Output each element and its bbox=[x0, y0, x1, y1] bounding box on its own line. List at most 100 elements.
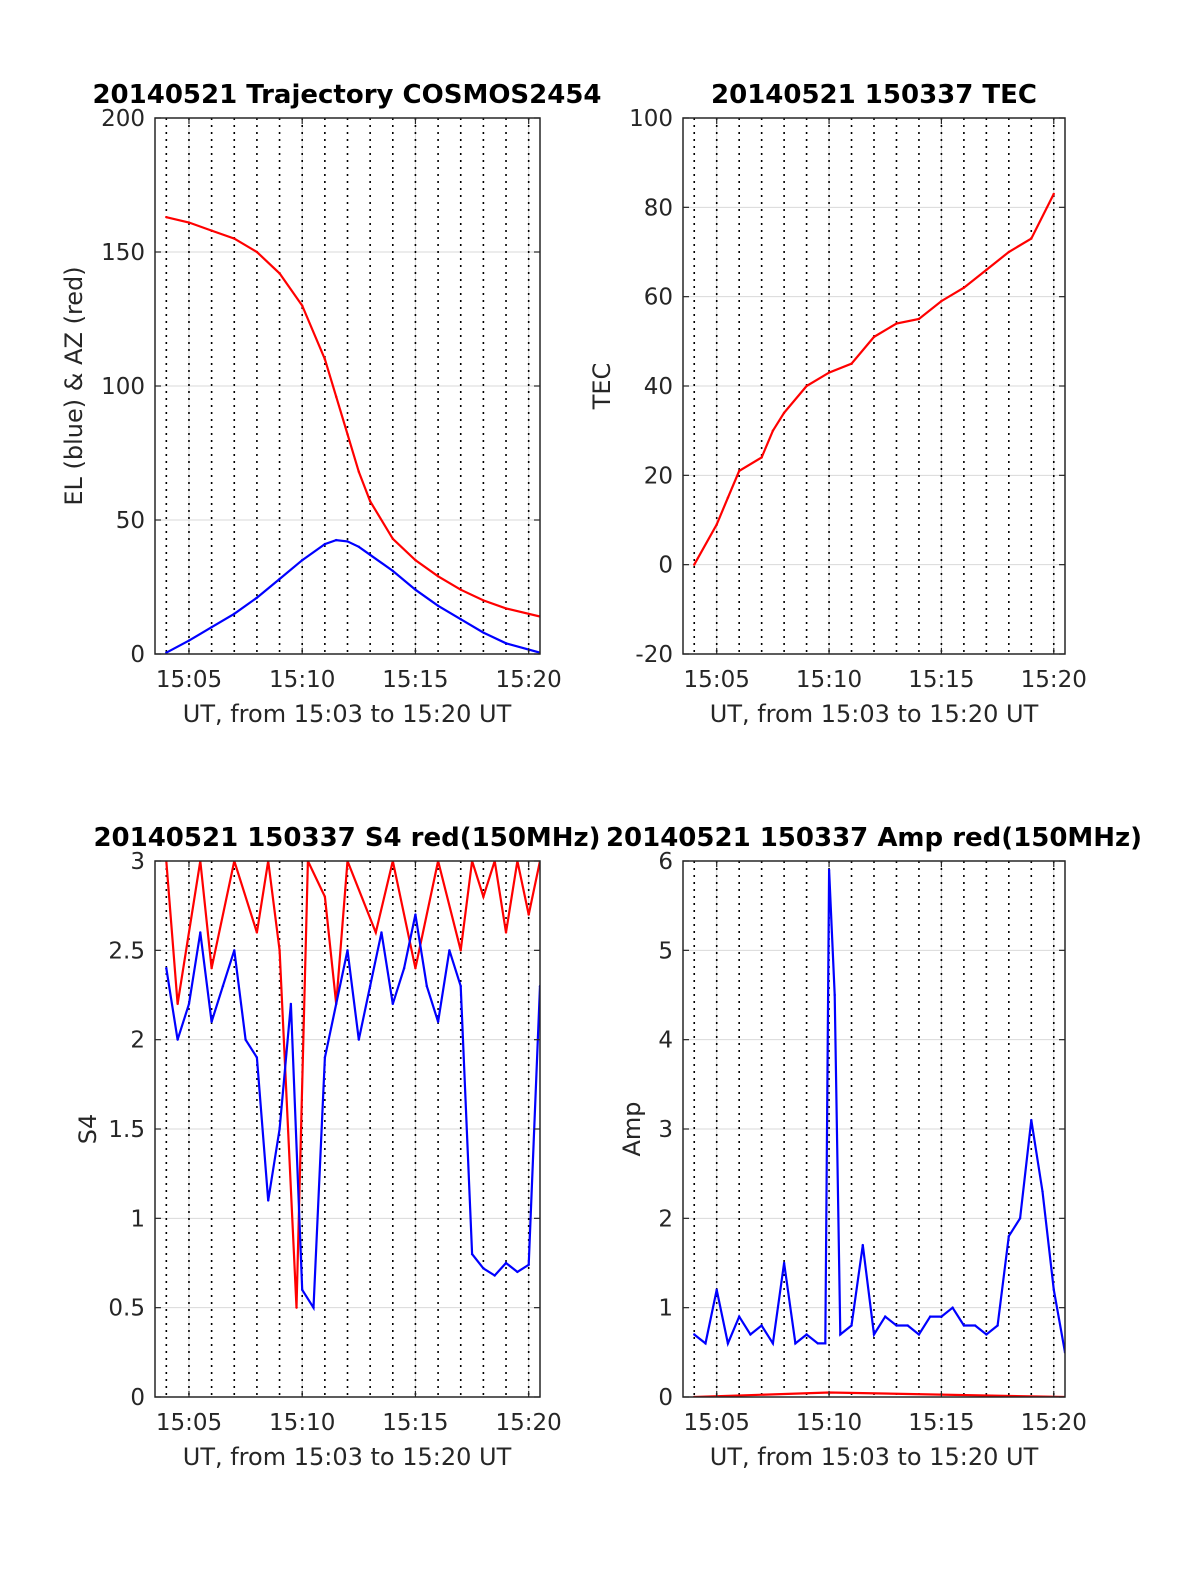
blue-data-point bbox=[402, 967, 406, 970]
red-data-point bbox=[278, 272, 281, 275]
panel-tec: 20140521 150337 TEC UT, from 15:03 to 15… bbox=[588, 80, 1087, 728]
blue-data-point bbox=[482, 1267, 485, 1270]
red-data-point bbox=[1052, 192, 1055, 196]
blue-data-point bbox=[391, 569, 394, 573]
x-axis-label: UT, from 15:03 to 15:20 UT bbox=[710, 700, 1039, 728]
x-tick-label: 15:20 bbox=[1021, 667, 1087, 693]
y-tick-label: 4 bbox=[658, 1028, 673, 1054]
blue-data-point bbox=[187, 1002, 191, 1006]
chart-title: 20140521 150337 Amp red(150MHz) bbox=[606, 823, 1142, 853]
blue-data-point bbox=[436, 1020, 440, 1023]
blue-data-point bbox=[244, 1038, 247, 1041]
x-tick-label: 15:15 bbox=[908, 667, 974, 693]
red-data-point bbox=[334, 395, 338, 398]
y-tick-label: 0 bbox=[130, 642, 145, 668]
red-data-point bbox=[872, 335, 876, 339]
blue-data-point bbox=[459, 617, 462, 621]
red-data-point bbox=[962, 286, 966, 289]
blue-data-point bbox=[346, 949, 349, 952]
blue-data-point bbox=[861, 1243, 864, 1247]
blue-data-point bbox=[872, 1333, 876, 1336]
red-data-point bbox=[737, 469, 741, 473]
red-data-point bbox=[782, 411, 786, 414]
red-data-point bbox=[985, 268, 988, 272]
y-axis-label: Amp bbox=[618, 1101, 646, 1156]
blue-data-point bbox=[884, 1315, 887, 1318]
x-tick-label: 15:05 bbox=[684, 667, 750, 693]
x-axis-label: UT, from 15:03 to 15:20 UT bbox=[183, 700, 512, 728]
blue-data-point bbox=[391, 1002, 394, 1006]
y-tick-label: 3 bbox=[130, 849, 145, 875]
y-tick-label: 100 bbox=[629, 106, 673, 132]
y-tick-label: 0 bbox=[658, 1385, 673, 1411]
blue-data-point bbox=[301, 559, 304, 562]
panel-s4: 20140521 150337 S4 red(150MHz) UT, from … bbox=[74, 823, 601, 1471]
y-tick-label: 2 bbox=[130, 1028, 145, 1054]
blue-data-point bbox=[346, 540, 349, 543]
blue-data-point bbox=[323, 542, 327, 546]
blue-data-point bbox=[827, 868, 831, 872]
blue-data-point bbox=[176, 1038, 179, 1041]
blue-data-point bbox=[187, 639, 191, 642]
red-data-point bbox=[374, 931, 378, 934]
red-data-point bbox=[917, 317, 921, 321]
blue-data-point bbox=[962, 1324, 966, 1327]
blue-data-point bbox=[824, 1342, 827, 1345]
blue-data-point bbox=[210, 626, 213, 629]
blue-data-point bbox=[850, 1324, 853, 1327]
y-axis-label: TEC bbox=[588, 363, 616, 411]
y-axis-label: S4 bbox=[74, 1114, 102, 1145]
red-data-point bbox=[323, 895, 327, 898]
x-axis-label: UT, from 15:03 to 15:20 UT bbox=[183, 1443, 512, 1471]
red-data-point bbox=[210, 229, 213, 232]
y-tick-label: 80 bbox=[644, 195, 673, 221]
blue-data-point bbox=[726, 1342, 730, 1345]
x-tick-label: 15:20 bbox=[496, 1410, 562, 1436]
y-tick-label: 50 bbox=[116, 508, 145, 534]
blue-data-point bbox=[470, 1252, 474, 1256]
y-tick-label: 2 bbox=[658, 1206, 673, 1232]
blue-data-point bbox=[973, 1324, 977, 1327]
y-tick-label: 60 bbox=[644, 285, 673, 311]
x-tick-label: 15:20 bbox=[496, 667, 562, 693]
red-data-point bbox=[482, 895, 485, 898]
blue-data-point bbox=[1030, 1118, 1033, 1122]
red-data-point bbox=[850, 362, 853, 365]
blue-data-point bbox=[414, 588, 417, 591]
blue-data-point bbox=[436, 604, 440, 607]
blue-data-point bbox=[368, 553, 372, 557]
blue-data-point bbox=[301, 1288, 304, 1292]
red-data-point bbox=[527, 913, 530, 916]
red-data-point bbox=[233, 237, 236, 240]
x-tick-label: 15:10 bbox=[796, 667, 862, 693]
red-data-point bbox=[715, 523, 718, 526]
blue-data-point bbox=[504, 1261, 508, 1265]
blue-data-point bbox=[504, 642, 508, 645]
y-tick-label: 0.5 bbox=[108, 1296, 145, 1322]
blue-data-point bbox=[312, 1306, 315, 1309]
red-data-point bbox=[940, 299, 943, 303]
y-tick-label: -20 bbox=[635, 642, 673, 668]
x-tick-label: 15:05 bbox=[156, 667, 222, 693]
red-data-point bbox=[504, 931, 508, 934]
red-data-point bbox=[414, 967, 417, 970]
red-data-point bbox=[459, 588, 462, 591]
blue-data-point bbox=[895, 1324, 898, 1327]
blue-data-point bbox=[693, 1333, 696, 1336]
blue-data-point bbox=[334, 538, 338, 542]
blue-data-point bbox=[1041, 1190, 1044, 1193]
blue-data-point bbox=[816, 1342, 820, 1345]
red-data-point bbox=[1030, 237, 1033, 240]
blue-data-point bbox=[233, 949, 236, 952]
blue-data-point bbox=[516, 1270, 519, 1274]
blue-data-point bbox=[1018, 1217, 1022, 1220]
blue-data-point bbox=[794, 1342, 797, 1345]
blue-data-point bbox=[210, 1020, 213, 1023]
blue-data-point bbox=[951, 1306, 954, 1309]
red-data-point bbox=[323, 358, 327, 361]
red-data-point bbox=[414, 559, 417, 562]
y-tick-label: 0 bbox=[130, 1385, 145, 1411]
red-data-point bbox=[210, 967, 213, 970]
blue-data-point bbox=[833, 993, 836, 997]
blue-data-point bbox=[527, 1263, 530, 1266]
